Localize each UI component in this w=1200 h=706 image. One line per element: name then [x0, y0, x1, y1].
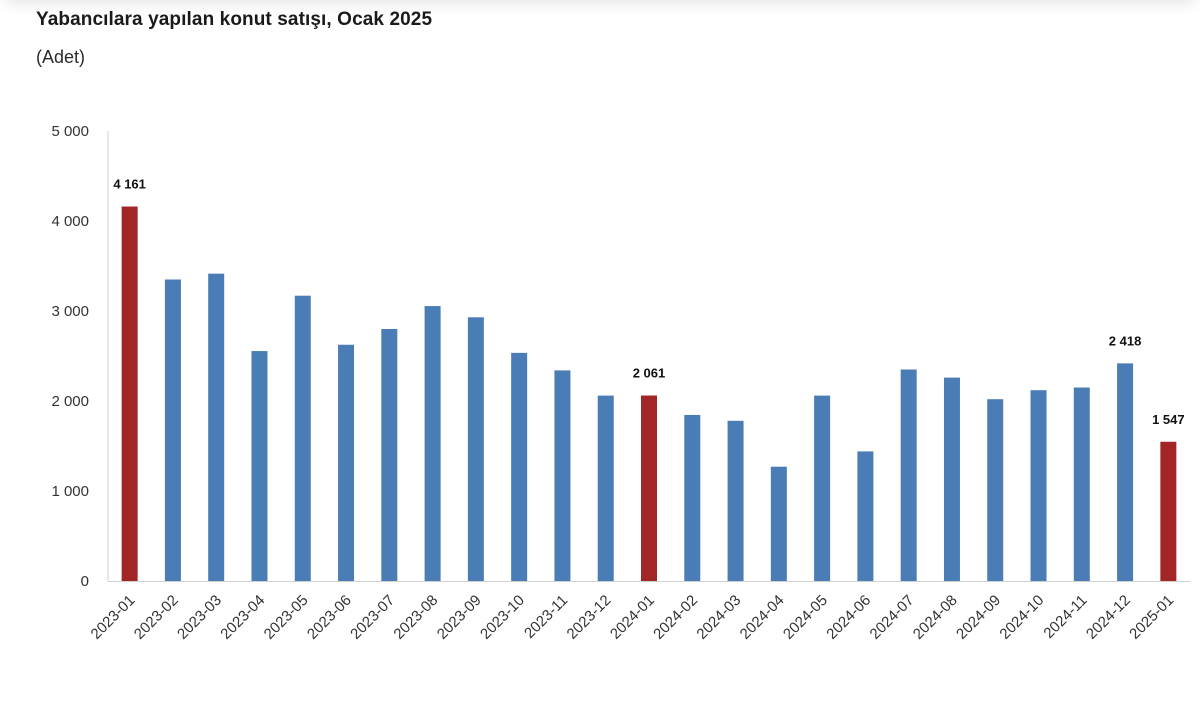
data-label: 1 547: [1152, 412, 1185, 427]
data-label: 2 418: [1109, 333, 1142, 348]
y-tick-label: 4 000: [51, 213, 89, 230]
y-tick-label: 2 000: [51, 393, 89, 410]
x-tick-label: 2023-10: [477, 592, 528, 643]
x-tick-label: 2024-07: [867, 592, 918, 643]
bar-2023-10: [511, 352, 528, 581]
bar-2023-07: [381, 329, 398, 581]
bar-2023-01: [121, 206, 138, 581]
bar-2024-05: [814, 395, 831, 581]
bar-2024-06: [857, 451, 874, 581]
bar-2024-02: [684, 414, 701, 581]
x-tick-label: 2023-05: [261, 592, 312, 643]
bar-2024-10: [1030, 390, 1047, 581]
x-tick-label: 2023-01: [88, 592, 139, 643]
x-tick-label: 2023-02: [131, 592, 182, 643]
x-tick-label: 2023-09: [434, 592, 485, 643]
chart-title: Yabancılara yapılan konut satışı, Ocak 2…: [36, 9, 433, 30]
x-tick-label: 2024-12: [1083, 592, 1134, 643]
bar-2024-12: [1117, 363, 1134, 581]
bar-2024-11: [1073, 387, 1090, 581]
bar-2024-04: [770, 466, 787, 581]
x-tick-label: 2025-01: [1126, 592, 1177, 643]
bar-2024-09: [987, 399, 1004, 581]
x-tick-label: 2024-10: [996, 592, 1047, 643]
x-tick-label: 2024-11: [1040, 592, 1090, 642]
x-tick-label: 2024-03: [693, 592, 744, 643]
y-tick-label: 5 000: [51, 123, 89, 140]
bar-2023-09: [467, 317, 484, 581]
y-tick-label: 0: [81, 573, 89, 590]
data-label: 4 161: [113, 177, 146, 192]
x-tick-label: 2024-08: [910, 592, 961, 643]
x-tick-label: 2023-04: [217, 592, 268, 643]
bar-2024-01: [641, 395, 657, 581]
bar-2024-08: [943, 377, 960, 581]
x-tick-label: 2023-06: [304, 592, 355, 643]
x-tick-label: 2024-02: [650, 592, 701, 643]
bar-2025-01: [1160, 441, 1177, 581]
data-label: 2 061: [633, 366, 666, 381]
chart-subtitle: (Adet): [36, 47, 86, 67]
x-tick-label: 2023-07: [347, 592, 398, 643]
bar-2023-05: [294, 295, 311, 581]
x-tick-label: 2024-05: [780, 592, 831, 643]
x-tick-label: 2024-01: [607, 592, 658, 643]
bar-2023-08: [424, 306, 441, 581]
x-tick-label: 2024-06: [823, 592, 874, 643]
x-tick-label: 2023-12: [564, 592, 615, 643]
bar-2024-07: [900, 369, 917, 581]
bar-2024-03: [727, 420, 744, 581]
x-tick-label: 2023-11: [521, 592, 571, 642]
bar-2023-03: [208, 273, 225, 581]
x-tick-label: 2023-03: [174, 592, 225, 643]
y-tick-label: 3 000: [51, 303, 89, 320]
x-tick-label: 2023-08: [390, 592, 441, 643]
bar-2023-02: [164, 279, 181, 581]
y-tick-label: 1 000: [51, 483, 89, 500]
bar-2023-06: [338, 344, 355, 581]
bar-2023-12: [597, 395, 614, 581]
bar-2023-11: [554, 370, 571, 581]
x-tick-label: 2024-09: [953, 592, 1004, 643]
x-tick-label: 2024-04: [737, 592, 788, 643]
bar-2023-04: [251, 351, 268, 581]
